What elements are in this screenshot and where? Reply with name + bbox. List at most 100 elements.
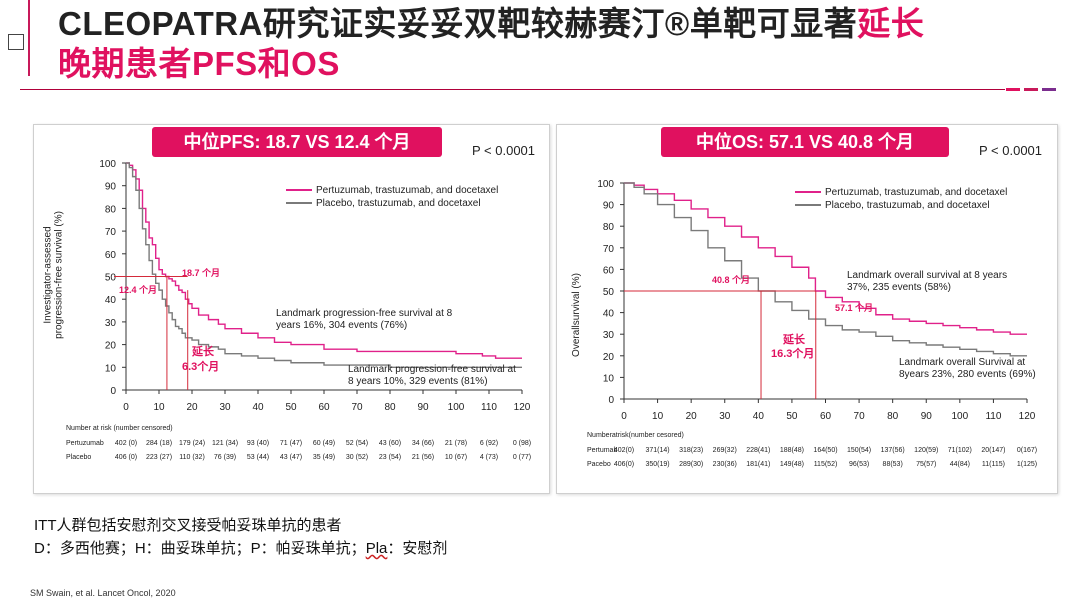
annotation-text: 40.8 个月 (712, 274, 750, 285)
legend-label: Placebo, trastuzumab, and docetaxel (316, 198, 481, 209)
risk-value: 269(32) (713, 447, 737, 454)
os-chart: 中位OS: 57.1 VS 40.8 个月 P < 0.0001 0 10 20 30 40… (571, 127, 1042, 468)
risk-value: 93 (40) (247, 440, 269, 447)
risk-value: 96(53) (849, 461, 869, 468)
risk-value: 60 (49) (313, 440, 335, 447)
annotation-text: Landmark progression-free survival at 8 (276, 308, 453, 319)
x-tick-label: 110 (481, 402, 497, 413)
annotation-text: 37%, 235 events (58%) (847, 282, 951, 293)
x-tick-label: 50 (786, 411, 798, 422)
x-tick-label: 70 (351, 402, 363, 413)
x-tick-label: 100 (951, 411, 968, 422)
y-tick-label: 20 (105, 341, 117, 352)
pfs-chart: 中位PFS: 18.7 VS 12.4 个月 P < 0.0001 0 10 20 30 4… (43, 127, 535, 461)
x-tick-label: 40 (252, 402, 264, 413)
slide-title: CLEOPATRA研究证实妥妥双靶较赫赛汀®单靶可显著延长 晚期患者PFS和OS (58, 4, 1058, 84)
title-rule (20, 89, 1005, 90)
risk-value: 115(52) (814, 461, 838, 468)
y-tick-label: 80 (603, 222, 615, 233)
annotation-text: Landmark overall Survival at (899, 357, 1025, 368)
title-accent-bar (28, 0, 30, 76)
risk-value: 318(23) (679, 447, 703, 454)
title-line2: 晚期患者PFS和OS (58, 45, 340, 82)
risk-value: 6 (92) (480, 440, 498, 447)
annotation-text: 18.7 个月 (182, 267, 220, 278)
risk-value: 53 (44) (247, 454, 269, 461)
title-highlight: 延长 (857, 5, 925, 42)
legend-label: Placebo, trastuzumab, and docetaxel (825, 200, 990, 211)
os-chart-panel: 中位OS: 57.1 VS 40.8 个月 P < 0.0001 0 10 20 30 40… (556, 124, 1058, 494)
x-tick-label: 90 (921, 411, 933, 422)
title-main: CLEOPATRA研究证实妥妥双靶较赫赛汀®单靶可显著 (58, 5, 858, 42)
x-tick-label: 0 (621, 411, 627, 422)
risk-value: 371(14) (646, 447, 670, 454)
x-tick-label: 20 (186, 402, 198, 413)
y-tick-label: 30 (105, 318, 117, 329)
p-value: P < 0.0001 (472, 143, 535, 158)
risk-value: 75(57) (916, 461, 936, 468)
risk-value: 179 (24) (179, 440, 205, 447)
legend-label: Pertuzumab, trastuzumab, and docetaxel (316, 185, 498, 196)
y-tick-label: 60 (105, 250, 117, 261)
y-tick-label: 100 (597, 179, 614, 190)
risk-value: 230(36) (713, 461, 737, 468)
x-tick-label: 10 (652, 411, 664, 422)
y-tick-label: 0 (608, 395, 614, 406)
risk-value: 43 (60) (379, 440, 401, 447)
risk-value: 35 (49) (313, 454, 335, 461)
x-tick-label: 60 (318, 402, 330, 413)
y-tick-label: 90 (105, 182, 117, 193)
note-abbreviations: D：多西他赛；H：曲妥珠单抗；P：帕妥珠单抗；Pla：安慰剂 (34, 537, 447, 558)
risk-value: 4 (73) (480, 454, 498, 461)
x-tick-label: 90 (417, 402, 429, 413)
y-tick-label: 70 (603, 244, 615, 255)
annotation-text: years 16%, 304 events (76%) (276, 320, 407, 331)
banner-box (152, 127, 442, 157)
x-tick-label: 20 (686, 411, 698, 422)
risk-value: 52 (54) (346, 440, 368, 447)
risk-value: 164(50) (813, 447, 837, 454)
annotation-text: 8 years 10%, 329 events (81%) (348, 376, 488, 387)
risk-value: 23 (54) (379, 454, 401, 461)
annotation-text: 延长 (191, 344, 215, 358)
banner-box (661, 127, 949, 157)
annotation-text: 57.1 个月 (835, 302, 873, 313)
x-tick-label: 120 (514, 402, 531, 413)
x-tick-label: 0 (123, 402, 129, 413)
risk-value: 121 (34) (212, 440, 238, 447)
p-value: P < 0.0001 (979, 143, 1042, 158)
note-abbrev-b: ：安慰剂 (387, 540, 448, 557)
risk-value: 284 (18) (146, 440, 172, 447)
risk-value: 402(0) (614, 447, 634, 454)
x-tick-label: 110 (985, 411, 1001, 422)
risk-value: 20(147) (981, 447, 1005, 454)
risk-value: 350(19) (646, 461, 670, 468)
annotation-text: 12.4 个月 (119, 284, 157, 295)
banner-text: 中位PFS: 18.7 VS 12.4 个月 (183, 131, 410, 152)
risk-value: 150(54) (847, 447, 871, 454)
risk-value: 21 (78) (445, 440, 467, 447)
x-tick-label: 10 (153, 402, 165, 413)
note-abbrev-pla: Pla (365, 540, 388, 557)
risk-value: 76 (39) (214, 454, 236, 461)
risk-value: 289(30) (679, 461, 703, 468)
y-tick-label: 70 (105, 227, 117, 238)
annotation-text: 16.3个月 (771, 346, 814, 360)
x-tick-label: 50 (285, 402, 297, 413)
risk-value: 0(167) (1017, 447, 1037, 454)
y-tick-label: 40 (603, 309, 615, 320)
annotation-text: 8years 23%, 280 events (69%) (899, 369, 1036, 380)
x-tick-label: 30 (219, 402, 231, 413)
x-tick-label: 100 (448, 402, 465, 413)
series-line-1 (624, 182, 1027, 357)
note-itt: ITT人群包括安慰剂交叉接受帕妥珠单抗的患者 (34, 517, 342, 534)
risk-row-label: Pacebo (587, 461, 611, 468)
risk-value: 71 (47) (280, 440, 302, 447)
risk-value: 30 (52) (346, 454, 368, 461)
risk-value: 402 (0) (115, 440, 137, 447)
risk-value: 1(125) (1017, 461, 1037, 468)
note-abbrev-a: D：多西他赛；H：曲妥珠单抗；P：帕妥珠单抗； (34, 540, 366, 557)
corner-box (8, 34, 24, 50)
y-axis-label: Investigator-assessed (43, 226, 54, 323)
pfs-chart-panel: 中位PFS: 18.7 VS 12.4 个月 P < 0.0001 0 10 20 30 4… (33, 124, 550, 494)
